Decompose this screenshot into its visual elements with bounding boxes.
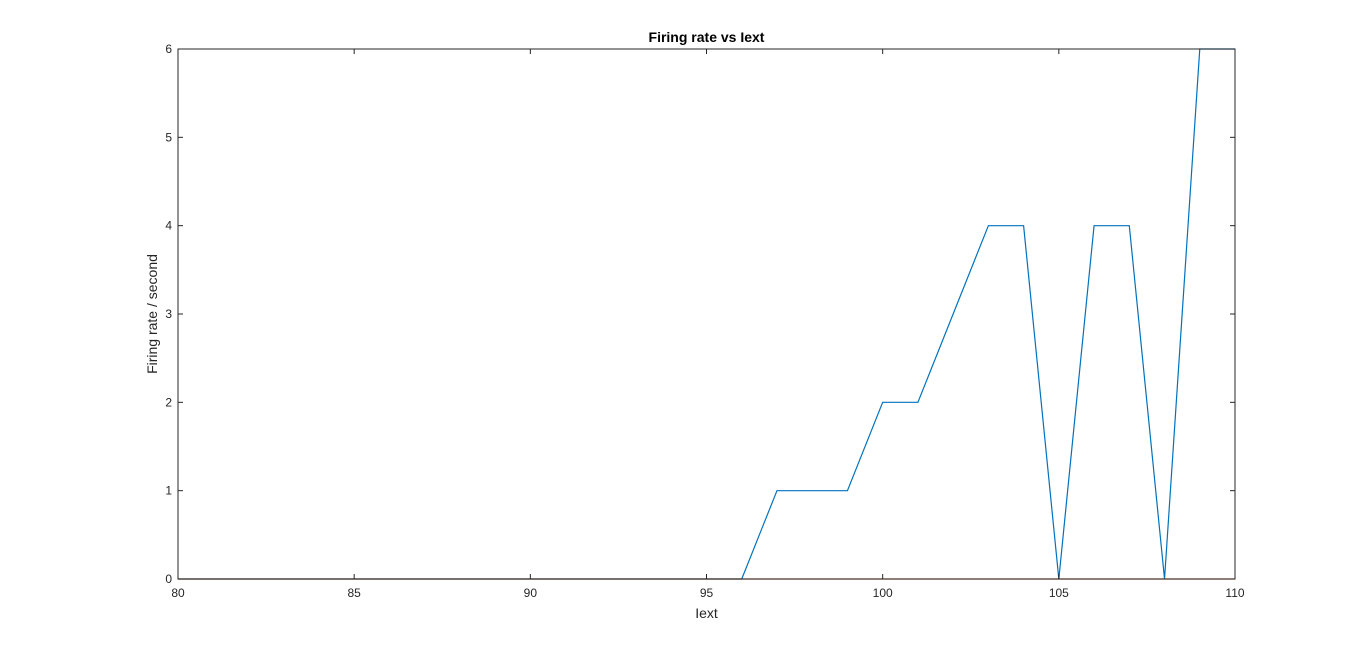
- x-tick-label: 110: [1225, 586, 1244, 600]
- x-tick-label: 90: [524, 586, 538, 600]
- x-tick-label: 85: [347, 586, 361, 600]
- chart-title: Firing rate vs Iext: [649, 29, 765, 45]
- y-tick-label: 0: [165, 572, 172, 586]
- ticks-layer: 80 85 90 95 100 105 110 0 1 2 3 4 5 6: [165, 42, 1245, 600]
- plot-area: [178, 49, 1235, 579]
- y-axis-label: Firing rate / second: [144, 254, 160, 374]
- axes-box: [177, 48, 1236, 580]
- y-tick-label: 5: [165, 130, 172, 144]
- x-tick-label: 95: [700, 586, 714, 600]
- y-tick-label: 1: [165, 484, 172, 498]
- x-tick-label: 80: [171, 586, 185, 600]
- y-tick-label: 3: [165, 307, 172, 321]
- x-tick-label: 105: [1049, 586, 1069, 600]
- y-tick-label: 4: [165, 219, 172, 233]
- y-tick-label: 6: [165, 42, 172, 56]
- y-tick-label: 2: [165, 395, 172, 409]
- x-tick-label: 100: [873, 586, 893, 600]
- x-axis-label: Iext: [695, 605, 718, 621]
